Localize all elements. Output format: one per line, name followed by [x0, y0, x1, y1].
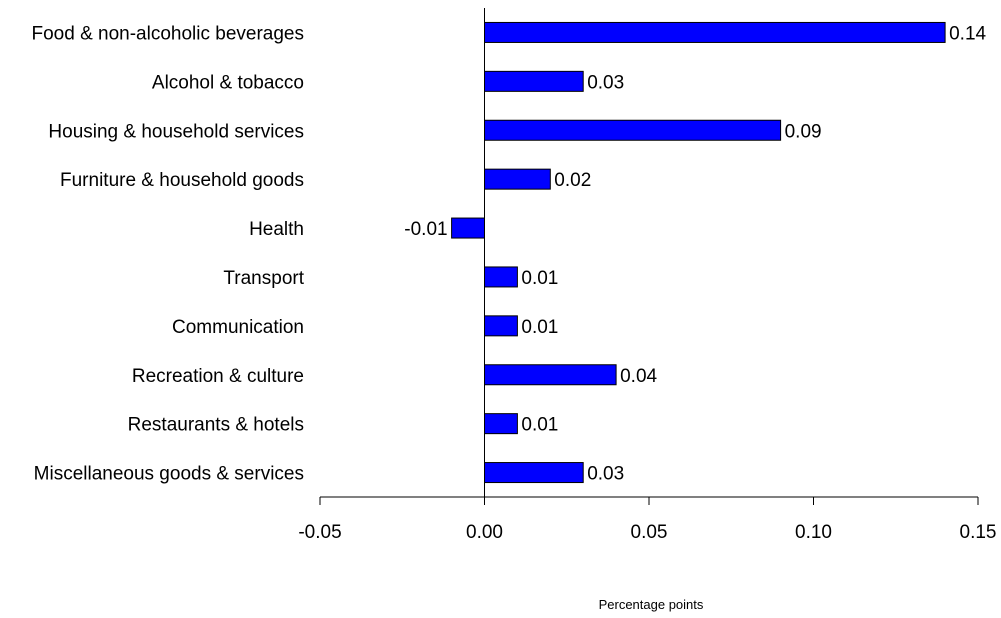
data-label: 0.04 — [620, 366, 657, 387]
bar — [484, 315, 518, 337]
bar — [484, 168, 551, 190]
x-ticks-group: -0.05 0.00 0.05 0.10 0.15 — [298, 497, 996, 543]
x-tick-label: 0.05 — [631, 522, 668, 543]
category-label: Miscellaneous goods & services — [34, 464, 304, 485]
bar — [484, 364, 617, 386]
x-tick-label: -0.05 — [298, 522, 341, 543]
x-tick-label: 0.10 — [795, 522, 832, 543]
data-label: 0.09 — [785, 121, 822, 142]
bar — [484, 413, 518, 435]
category-label: Alcohol & tobacco — [152, 72, 304, 93]
category-label: Recreation & culture — [132, 366, 304, 387]
data-label: 0.01 — [521, 415, 558, 436]
x-axis-title: Percentage points — [599, 597, 704, 612]
category-label: Health — [249, 219, 304, 240]
bar — [484, 266, 518, 288]
category-label: Food & non-alcoholic beverages — [31, 23, 304, 44]
bars-group — [451, 21, 946, 484]
category-label: Transport — [223, 268, 304, 289]
category-label: Furniture & household goods — [60, 170, 304, 191]
x-tick-label: 0.00 — [466, 522, 503, 543]
category-labels-group: Food & non-alcoholic beverages Alcohol & … — [31, 23, 304, 484]
bar — [484, 462, 584, 484]
category-label: Housing & household services — [48, 121, 304, 142]
data-label: 0.02 — [554, 170, 591, 191]
bar — [451, 217, 486, 239]
bar — [484, 119, 782, 141]
x-tick-label: 0.15 — [960, 522, 997, 543]
data-label: -0.01 — [404, 219, 447, 240]
data-label: 0.14 — [949, 23, 986, 44]
data-label: 0.03 — [587, 72, 624, 93]
bar — [484, 70, 584, 92]
bar — [484, 21, 946, 43]
data-labels-group: 0.14 0.03 0.09 0.02 -0.01 0.01 0.01 0.04 0.01 0.0… — [404, 23, 986, 484]
category-label: Communication — [172, 317, 304, 338]
data-label: 0.01 — [521, 317, 558, 338]
category-label: Restaurants & hotels — [128, 415, 304, 436]
data-label: 0.01 — [521, 268, 558, 289]
data-label: 0.03 — [587, 464, 624, 485]
